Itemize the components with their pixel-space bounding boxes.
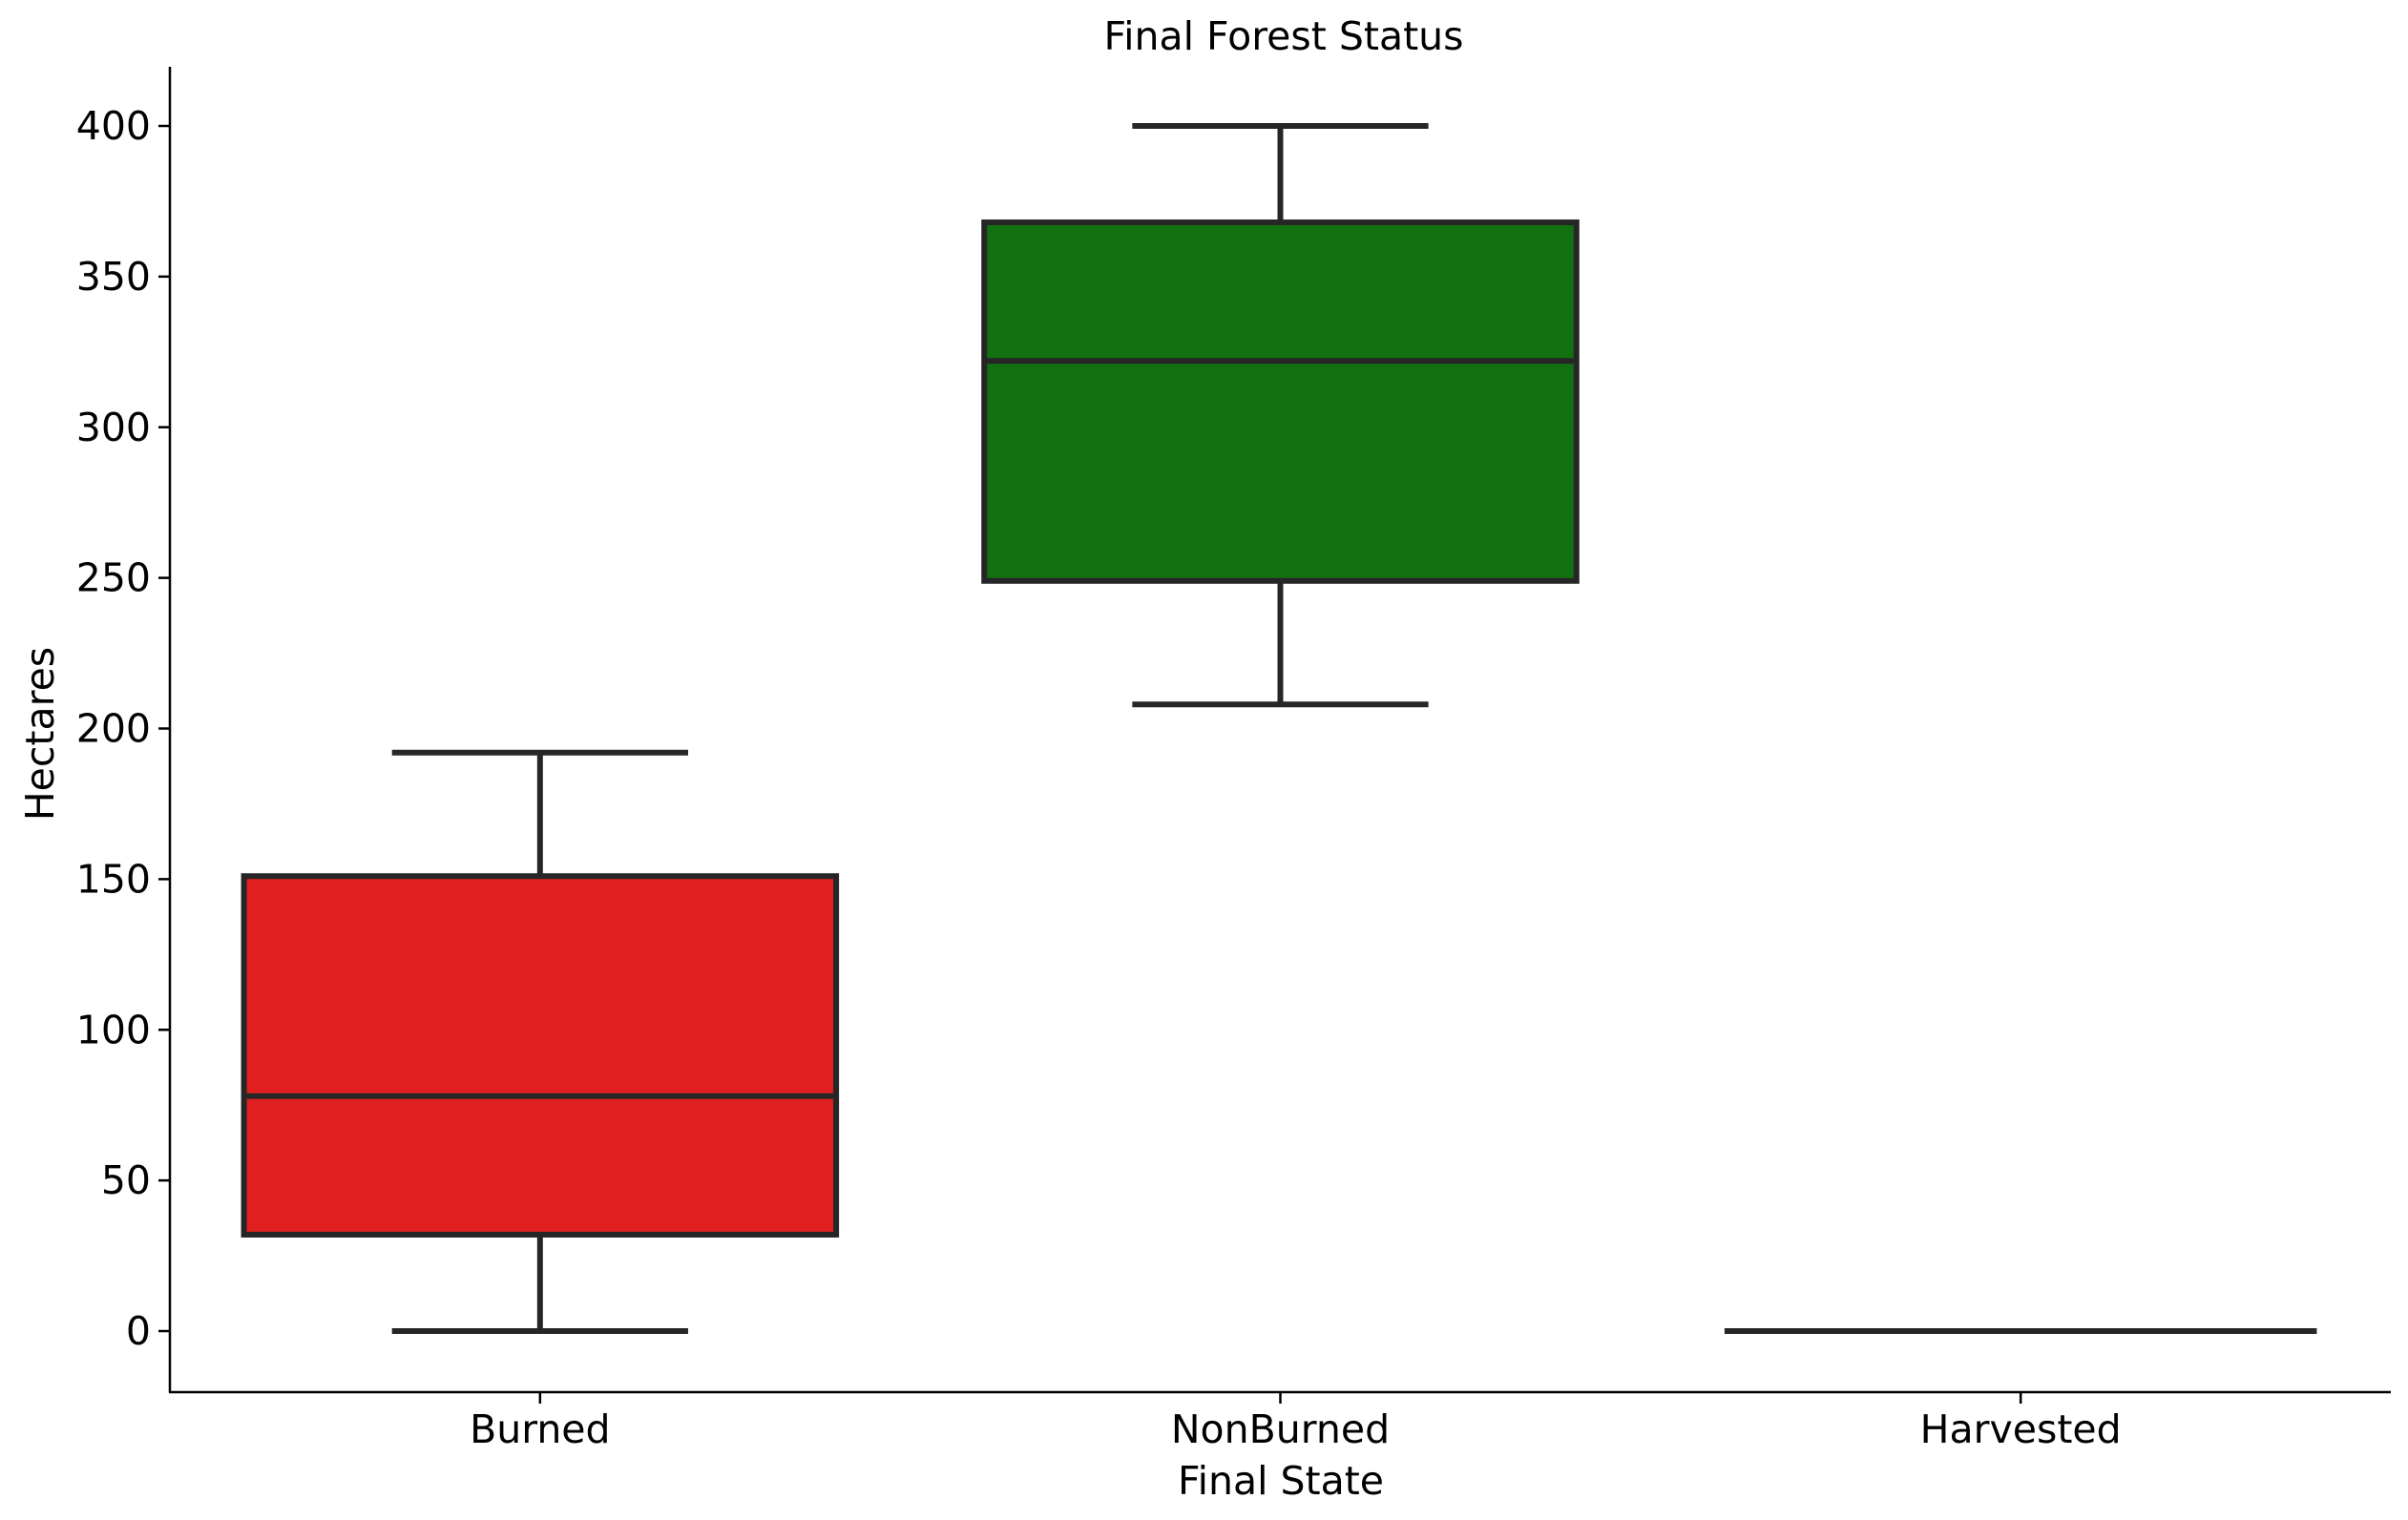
- y-axis-ticks: 0 50 100 150 200 250 300 350 400: [76, 103, 170, 1354]
- x-tick-label: Burned: [470, 1406, 610, 1452]
- y-tick-label: 200: [76, 706, 151, 752]
- y-tick-label: 250: [76, 555, 151, 601]
- x-tick-label: NonBurned: [1171, 1406, 1390, 1452]
- y-tick-label: 0: [126, 1308, 151, 1354]
- box-group-nonburned: [981, 123, 1580, 708]
- box-nonburned: [981, 219, 1580, 584]
- x-axis-ticks: Burned NonBurned Harvested: [470, 1392, 2122, 1452]
- y-tick-label: 150: [76, 856, 151, 902]
- chart-title: Final Forest Status: [1103, 13, 1463, 59]
- box-group-burned: [241, 749, 840, 1334]
- plot-area: [241, 123, 2317, 1334]
- box-burned: [241, 873, 840, 1238]
- x-axis-label: Final State: [1178, 1458, 1384, 1504]
- y-axis-label: Hectares: [17, 647, 63, 821]
- x-tick-label: Harvested: [1920, 1406, 2122, 1452]
- y-tick-label: 100: [76, 1007, 151, 1052]
- y-tick-label: 350: [76, 254, 151, 300]
- y-tick-label: 400: [76, 103, 151, 149]
- y-tick-label: 50: [101, 1157, 151, 1203]
- y-tick-label: 300: [76, 405, 151, 450]
